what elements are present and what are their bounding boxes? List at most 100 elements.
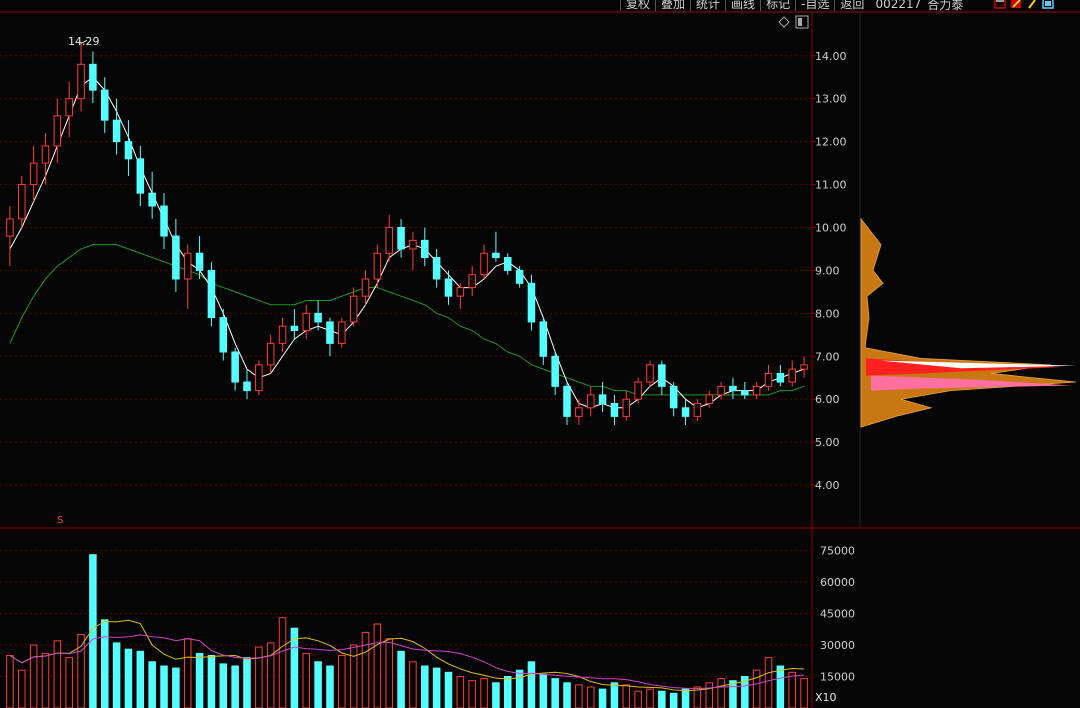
draw-line-button[interactable]: 画线 xyxy=(725,0,760,11)
volume-bar-down xyxy=(172,667,180,708)
volume-bar-up xyxy=(349,644,358,708)
stock-name: 合力泰 xyxy=(927,0,964,12)
candle-up xyxy=(302,312,311,332)
price-tick-label: 11.00 xyxy=(815,179,847,192)
candle-up xyxy=(693,403,702,417)
candle-down xyxy=(492,252,500,259)
volume-bar-down xyxy=(669,692,678,708)
candle-down xyxy=(669,385,678,409)
volume-bar-up xyxy=(302,652,311,708)
candle-down xyxy=(219,317,228,353)
candle-up xyxy=(6,218,14,237)
candle-down xyxy=(539,321,548,357)
candle-up xyxy=(634,381,642,400)
candle-down xyxy=(397,226,405,250)
volume-bar-up xyxy=(575,684,583,708)
volume-bar-down xyxy=(136,650,145,708)
volume-bar-down xyxy=(326,665,334,708)
restore-rights-button[interactable]: 复权 xyxy=(620,0,655,11)
volume-bar-up xyxy=(255,646,263,708)
volume-bar-down xyxy=(231,665,239,708)
candle-up xyxy=(575,407,583,417)
volume-bar-up xyxy=(6,655,14,708)
volume-bar-up xyxy=(53,640,62,708)
volume-bar-up xyxy=(361,631,370,708)
volume-bar-down xyxy=(681,688,690,708)
candle-down xyxy=(610,403,619,417)
candle-down xyxy=(243,381,251,392)
candle-up xyxy=(77,63,85,100)
candle-down xyxy=(207,269,216,319)
candle-up xyxy=(622,398,631,417)
volume-bar-up xyxy=(586,686,595,708)
back-button[interactable]: 返回 xyxy=(834,0,869,11)
volume-bar-up xyxy=(800,678,808,708)
candle-down xyxy=(195,252,204,271)
price-tick-label: 5.00 xyxy=(815,436,840,449)
high-pointer xyxy=(80,39,88,44)
candle-down xyxy=(112,119,121,143)
candle-down xyxy=(148,192,156,207)
statistics-button[interactable]: 统计 xyxy=(690,0,725,11)
pin-tool-icon[interactable] xyxy=(1026,0,1038,9)
candle-up xyxy=(468,274,476,289)
volume-unit-label: X10 xyxy=(815,691,837,704)
candle-down xyxy=(172,235,180,280)
toolbar-icon-group xyxy=(994,0,1054,9)
candle-down xyxy=(231,351,239,383)
price-tick-label: 14.00 xyxy=(815,50,847,63)
volume-bar-up xyxy=(266,642,275,708)
candle-up xyxy=(183,252,192,280)
volume-ma-short xyxy=(9,619,805,692)
draw-tool-icon[interactable] xyxy=(1010,0,1022,9)
price-tick-label: 10.00 xyxy=(815,221,847,234)
price-tick-label: 4.00 xyxy=(815,479,840,492)
remove-watchlist-button[interactable]: -自选 xyxy=(795,0,834,11)
price-tick-label: 9.00 xyxy=(815,264,840,277)
collapse-icon[interactable] xyxy=(778,16,790,28)
volume-tick-label: 60000 xyxy=(820,576,855,589)
volume-bar-up xyxy=(622,684,631,708)
candle-down xyxy=(527,282,536,323)
screenshot-icon[interactable] xyxy=(1042,0,1054,9)
candle-up xyxy=(480,252,488,276)
candle-down xyxy=(89,63,97,91)
volume-bar-up xyxy=(338,655,346,708)
candle-up xyxy=(361,278,370,297)
volume-bar-down xyxy=(527,661,536,708)
price-tick-label: 7.00 xyxy=(815,350,840,363)
volume-tick-label: 15000 xyxy=(820,671,855,684)
volume-bar-down xyxy=(243,657,251,708)
candle-down xyxy=(421,239,429,259)
volume-bar-up xyxy=(634,690,642,708)
volume-bar-down xyxy=(729,680,737,708)
volume-bar-up xyxy=(385,638,393,708)
candle-down xyxy=(326,321,334,344)
candle-up xyxy=(586,394,595,409)
volume-bar-up xyxy=(18,669,26,708)
volume-bar-up xyxy=(752,669,761,708)
candle-up xyxy=(800,364,808,370)
volume-bar-down xyxy=(551,678,559,708)
volume-bar-down xyxy=(776,665,785,708)
volume-bar-down xyxy=(421,665,429,708)
volume-bar-up xyxy=(717,678,725,708)
overlay-button[interactable]: 叠加 xyxy=(655,0,690,11)
candle-up xyxy=(349,295,358,323)
volume-bar-down xyxy=(563,682,571,708)
volume-bar-down xyxy=(397,650,405,708)
candle-up xyxy=(717,385,725,396)
volume-bar-down xyxy=(539,673,548,708)
mark-button[interactable]: 标记 xyxy=(760,0,795,11)
volume-bar-up xyxy=(456,676,465,708)
window-toggle-icon[interactable] xyxy=(795,15,809,29)
volume-bar-up xyxy=(468,680,476,708)
chart-settings-icon[interactable] xyxy=(994,0,1006,9)
candle-down xyxy=(741,390,749,396)
volume-tick-label: 75000 xyxy=(820,545,855,558)
candle-down xyxy=(551,355,559,387)
candle-up xyxy=(53,115,62,147)
volume-bar-down xyxy=(741,676,749,708)
